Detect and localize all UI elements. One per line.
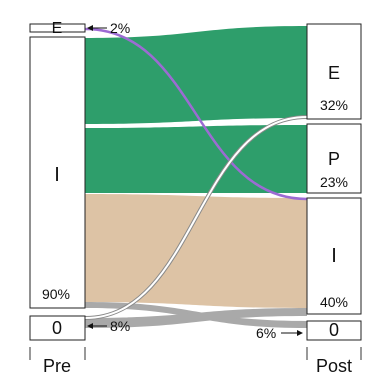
right-node-i-share: 40% [320, 294, 348, 310]
flow-i-to-p [85, 125, 307, 193]
nodes-layer [29, 23, 362, 341]
left-node-0-share: 8% [110, 318, 130, 334]
flow-i-to-e [85, 26, 307, 124]
left-node-e [29, 23, 86, 33]
right-node-i [306, 197, 362, 315]
right-node-p-share: 23% [320, 174, 348, 190]
labels-layer: E I 90% 0 2% 8% E 32% P 23% I 40% 0 6% [42, 20, 348, 341]
left-node-0-label: 0 [52, 318, 62, 338]
right-node-e-share: 32% [320, 97, 348, 113]
right-node-0-label: 0 [329, 320, 339, 340]
left-node-i-label: I [54, 164, 60, 186]
left-node-0-arrowhead [87, 323, 93, 329]
left-node-e-share: 2% [110, 20, 130, 36]
left-node-i [29, 36, 86, 309]
right-node-e-label: E [328, 63, 340, 83]
right-node-i-label: I [331, 245, 337, 267]
left-axis-label: Pre [43, 356, 71, 375]
flow-i-to-i [85, 194, 307, 308]
right-node-0-share: 6% [256, 325, 276, 341]
right-axis-label: Post [316, 356, 352, 375]
right-node-0 [306, 320, 362, 341]
right-node-0-arrowhead [297, 330, 303, 336]
flow-0-to-i [85, 308, 307, 328]
left-node-e-label: E [52, 20, 63, 37]
flow-e-to-i [84, 27, 308, 201]
right-node-p-label: P [328, 149, 340, 169]
axis-layer: Pre Post [29, 347, 362, 375]
right-node-p [306, 123, 362, 194]
left-node-i-share: 90% [42, 286, 70, 302]
left-node-0 [29, 315, 86, 341]
flow-0-to-e [84, 116, 308, 319]
flows-layer [84, 26, 308, 328]
right-node-e [306, 23, 362, 120]
left-node-e-arrowhead [87, 25, 93, 31]
